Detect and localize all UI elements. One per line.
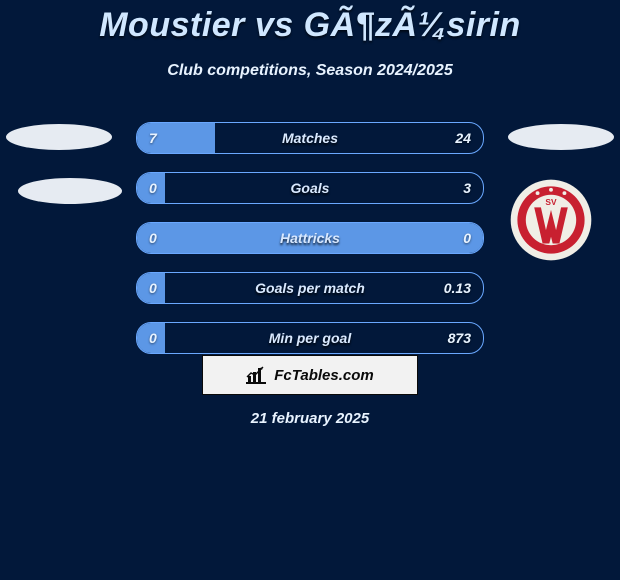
bar-chart-icon xyxy=(246,366,266,384)
stat-value-right: 24 xyxy=(399,130,483,146)
stat-value-left: 0 xyxy=(137,230,221,246)
right-player-placeholder-top xyxy=(508,124,614,150)
stat-label: Hattricks xyxy=(221,230,399,246)
stat-value-right: 3 xyxy=(399,180,483,196)
page-title: Moustier vs GÃ¶zÃ¼sirin xyxy=(0,6,620,45)
left-player-placeholder-bot xyxy=(18,178,122,204)
stat-row: 0Hattricks0 xyxy=(136,222,484,254)
brand-badge: FcTables.com xyxy=(202,355,418,395)
brand-text: FcTables.com xyxy=(274,367,373,384)
stat-label: Matches xyxy=(221,130,399,146)
svg-text:SV: SV xyxy=(545,197,557,207)
footer-date: 21 february 2025 xyxy=(0,410,620,427)
stat-value-left: 0 xyxy=(137,280,221,296)
stat-label: Goals per match xyxy=(221,280,399,296)
stat-row: 0Goals per match0.13 xyxy=(136,272,484,304)
stats-list: 7Matches240Goals30Hattricks00Goals per m… xyxy=(136,122,484,354)
stat-value-right: 0 xyxy=(399,230,483,246)
stat-row: 0Goals3 xyxy=(136,172,484,204)
page-subtitle: Club competitions, Season 2024/2025 xyxy=(0,62,620,80)
stat-label: Goals xyxy=(221,180,399,196)
stat-value-left: 0 xyxy=(137,330,221,346)
right-club-logo: SV xyxy=(504,178,598,262)
stat-value-right: 0.13 xyxy=(399,280,483,296)
stat-value-left: 7 xyxy=(137,130,221,146)
left-player-placeholder-top xyxy=(6,124,112,150)
stat-value-left: 0 xyxy=(137,180,221,196)
stat-row: 0Min per goal873 xyxy=(136,322,484,354)
stat-row: 7Matches24 xyxy=(136,122,484,154)
stat-label: Min per goal xyxy=(221,330,399,346)
stat-value-right: 873 xyxy=(399,330,483,346)
